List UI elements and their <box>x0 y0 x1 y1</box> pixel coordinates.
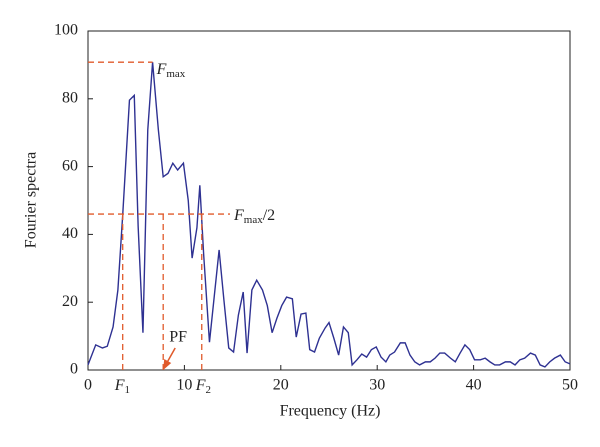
half-max-label-part: max <box>244 214 263 226</box>
pf-arrowhead <box>163 359 172 370</box>
f1-label-part: F <box>114 377 125 394</box>
half-max-label-part: F <box>233 207 244 224</box>
y-axis-label: Fourier spectra <box>23 152 40 248</box>
fmax-label: Fmax <box>156 61 186 80</box>
x-tick-label: 10 <box>176 377 192 394</box>
x-tick-label: 20 <box>273 377 289 394</box>
y-tick-label: 20 <box>62 293 78 310</box>
x-tick-label: 30 <box>369 377 385 394</box>
f1-label-part: 1 <box>124 384 130 396</box>
y-tick-label: 80 <box>62 89 78 106</box>
f2-label-part: F <box>195 377 206 394</box>
half-max-label-part: /2 <box>263 207 275 224</box>
f1-label: F1 <box>114 377 130 396</box>
x-tick-label: 0 <box>84 377 92 394</box>
x-tick-label: 40 <box>466 377 482 394</box>
plot-frame <box>87 30 571 371</box>
x-tick-label: 50 <box>562 377 578 394</box>
f2-label: F2 <box>195 377 211 396</box>
y-tick-label: 0 <box>70 361 78 378</box>
x-axis-label: Frequency (Hz) <box>280 403 381 420</box>
pf-label: PF <box>169 329 187 346</box>
y-tick-label: 100 <box>54 22 78 39</box>
half-max-label: Fmax/2 <box>233 207 275 226</box>
y-tick-label: 40 <box>62 225 78 242</box>
spectrum-line <box>87 62 571 368</box>
f2-label-part: 2 <box>206 384 212 396</box>
fmax-label-part: F <box>156 61 167 78</box>
fmax-label-part: max <box>166 68 185 80</box>
y-tick-label: 60 <box>62 157 78 174</box>
